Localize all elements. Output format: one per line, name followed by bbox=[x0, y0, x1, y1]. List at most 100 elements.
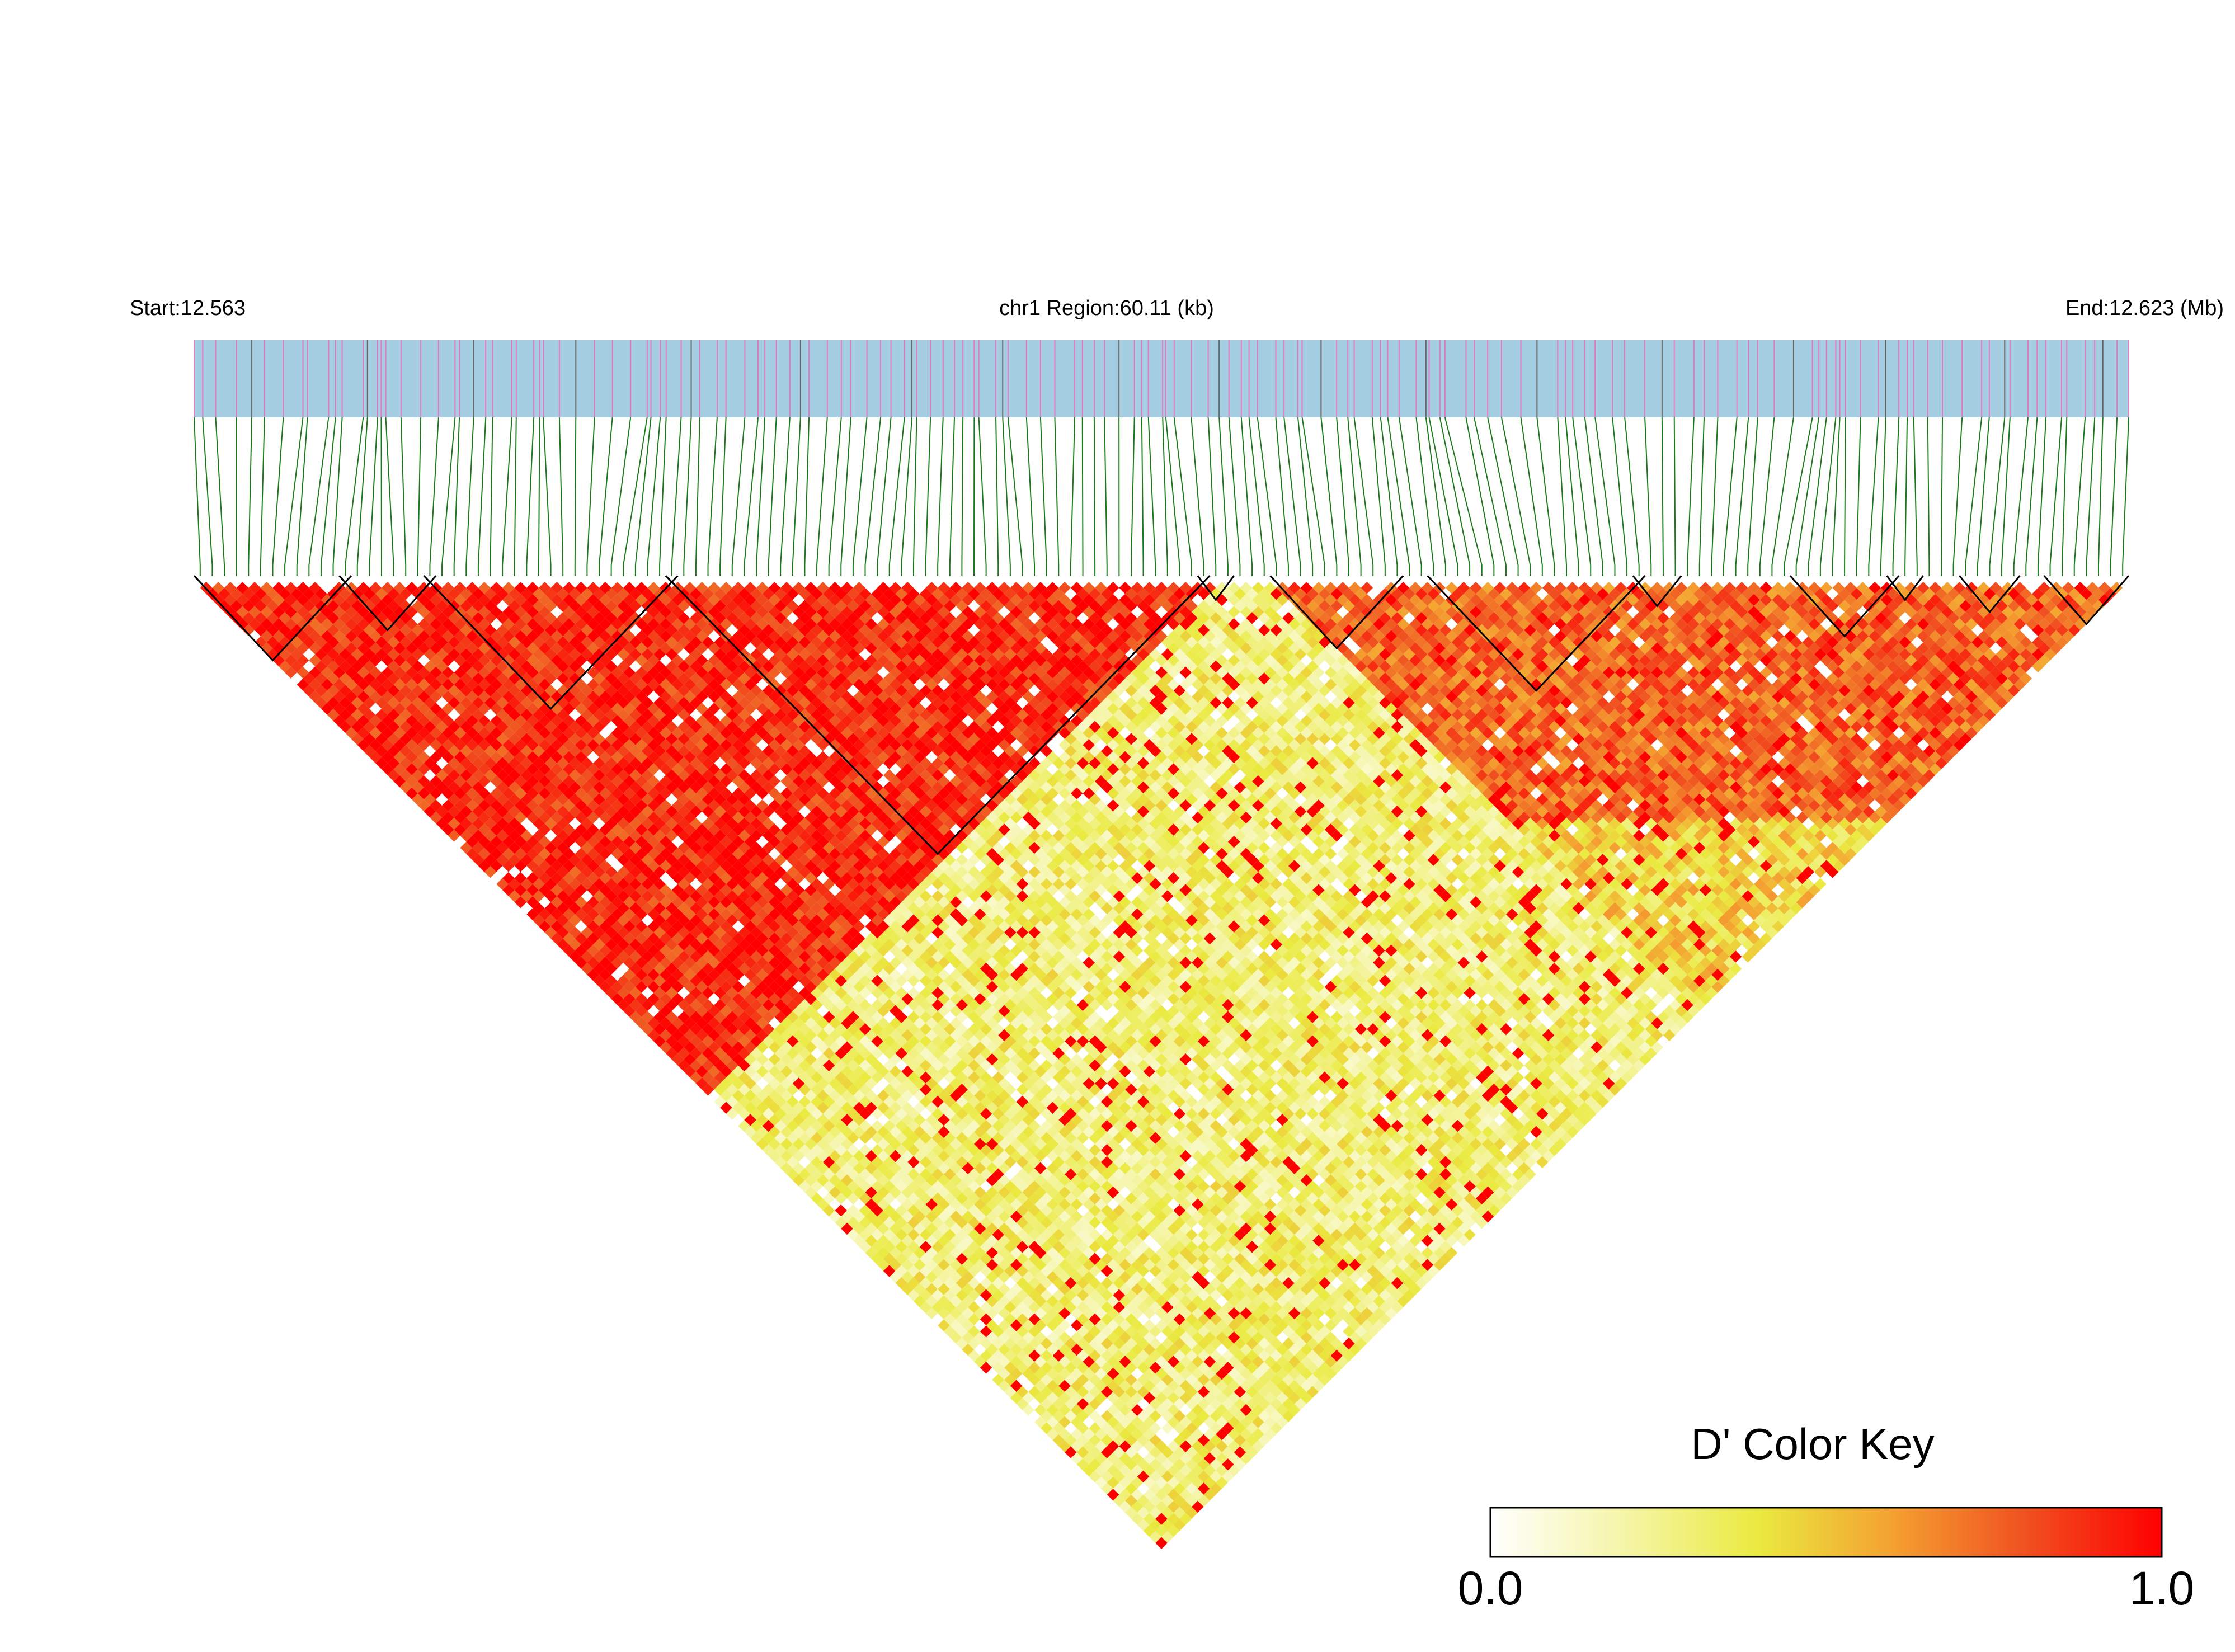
ld-cell bbox=[478, 763, 491, 775]
ld-cell bbox=[285, 618, 297, 630]
ld-cell bbox=[780, 1162, 793, 1175]
ld-cell bbox=[290, 672, 303, 685]
ld-cell bbox=[738, 1095, 751, 1108]
ld-cell bbox=[496, 841, 509, 854]
ld-cell bbox=[436, 708, 448, 721]
ld-cell bbox=[949, 1246, 962, 1259]
ld-cell bbox=[1010, 1295, 1023, 1307]
ld-cell bbox=[853, 1210, 865, 1223]
ld-cell bbox=[303, 672, 316, 685]
ld-cell bbox=[919, 1301, 932, 1314]
snp-connector bbox=[1965, 417, 1983, 576]
ld-cell bbox=[1161, 1494, 1174, 1507]
ld-cell bbox=[472, 793, 484, 806]
ld-cell bbox=[877, 1162, 890, 1175]
ld-cell bbox=[236, 618, 249, 630]
ld-cell bbox=[1022, 1307, 1035, 1320]
ld-cell bbox=[526, 835, 539, 848]
ld-cell bbox=[339, 721, 351, 733]
ld-cell bbox=[980, 1289, 992, 1301]
ld-cell bbox=[557, 830, 569, 842]
ld-cell bbox=[1173, 1458, 1186, 1471]
ld-cell bbox=[720, 1017, 732, 1029]
ld-cell bbox=[381, 727, 394, 739]
ld-cell bbox=[514, 848, 527, 860]
ld-cell bbox=[847, 1216, 859, 1229]
ld-cell bbox=[442, 763, 454, 775]
ld-cell bbox=[587, 884, 600, 896]
ld-cell bbox=[587, 956, 600, 969]
snp-connector bbox=[949, 417, 956, 576]
ld-cell bbox=[871, 1180, 883, 1193]
ld-cell bbox=[1070, 1404, 1083, 1416]
ld-cell bbox=[787, 1071, 799, 1084]
ld-cell bbox=[357, 703, 370, 715]
ld-cell bbox=[974, 1270, 986, 1283]
ld-cell bbox=[272, 642, 285, 655]
ld-cell bbox=[677, 987, 690, 999]
ld-cell bbox=[327, 684, 340, 697]
ld-cell bbox=[847, 1156, 859, 1169]
ld-cell bbox=[460, 781, 473, 794]
ld-cell bbox=[629, 926, 642, 939]
ld-cell bbox=[508, 781, 521, 794]
ld-cell bbox=[1065, 1410, 1077, 1423]
ld-cell bbox=[738, 1047, 751, 1060]
ld-cell bbox=[466, 775, 478, 788]
ld-cell bbox=[357, 678, 370, 691]
ld-cell bbox=[883, 1216, 896, 1229]
snp-connector bbox=[864, 417, 882, 576]
ld-cell bbox=[255, 587, 267, 600]
ld-cell bbox=[1143, 1476, 1156, 1489]
ld-cell bbox=[1058, 1343, 1071, 1356]
ld-cell bbox=[303, 600, 316, 613]
ld-cell bbox=[1010, 1392, 1023, 1404]
ld-cell bbox=[822, 1119, 835, 1132]
ld-cell bbox=[1100, 1410, 1113, 1423]
ld-cell bbox=[660, 1017, 672, 1029]
ld-cell bbox=[756, 1053, 769, 1066]
ld-cell bbox=[375, 684, 388, 697]
ld-cell bbox=[1010, 1331, 1023, 1344]
ld-cell bbox=[1083, 1464, 1095, 1477]
ld-cell bbox=[526, 799, 539, 812]
ld-cell bbox=[369, 727, 382, 739]
ld-cell bbox=[375, 721, 388, 733]
ld-cell bbox=[907, 1216, 920, 1229]
snp-connector bbox=[526, 417, 535, 576]
ld-cell bbox=[538, 884, 551, 896]
ld-cell bbox=[255, 612, 267, 624]
ld-cell bbox=[285, 666, 297, 679]
ld-cell bbox=[744, 1053, 756, 1066]
ld-cell bbox=[375, 660, 388, 673]
ld-cell bbox=[1058, 1392, 1071, 1404]
ld-cell bbox=[726, 1108, 738, 1120]
ld-cell bbox=[442, 751, 454, 764]
ld-cell bbox=[677, 1035, 690, 1048]
ld-cell bbox=[690, 975, 702, 987]
ld-cell bbox=[345, 630, 357, 643]
ld-cell bbox=[907, 1192, 920, 1205]
ld-cell bbox=[303, 612, 316, 624]
ld-cell bbox=[448, 733, 460, 745]
ld-cell bbox=[538, 896, 551, 909]
ld-cell bbox=[454, 763, 467, 775]
snp-connector bbox=[719, 417, 727, 576]
ld-cell bbox=[593, 902, 605, 915]
ld-cell bbox=[847, 1143, 859, 1156]
ld-cell bbox=[841, 1162, 853, 1175]
end-label: End:12.623 (Mb) bbox=[2065, 296, 2224, 320]
ld-cell bbox=[1089, 1410, 1101, 1423]
ld-cell bbox=[726, 1023, 738, 1036]
ld-cell bbox=[1119, 1428, 1131, 1441]
snp-connector bbox=[272, 417, 284, 576]
ld-cell bbox=[550, 908, 563, 921]
snp-connector bbox=[1868, 417, 1879, 576]
snp-connector bbox=[1771, 417, 1794, 576]
ld-cell bbox=[980, 1337, 992, 1350]
ld-cell bbox=[822, 1192, 835, 1205]
ld-cell bbox=[587, 920, 600, 933]
ld-cell bbox=[732, 1089, 745, 1102]
ld-cell bbox=[484, 854, 497, 866]
ld-cell bbox=[557, 878, 569, 891]
